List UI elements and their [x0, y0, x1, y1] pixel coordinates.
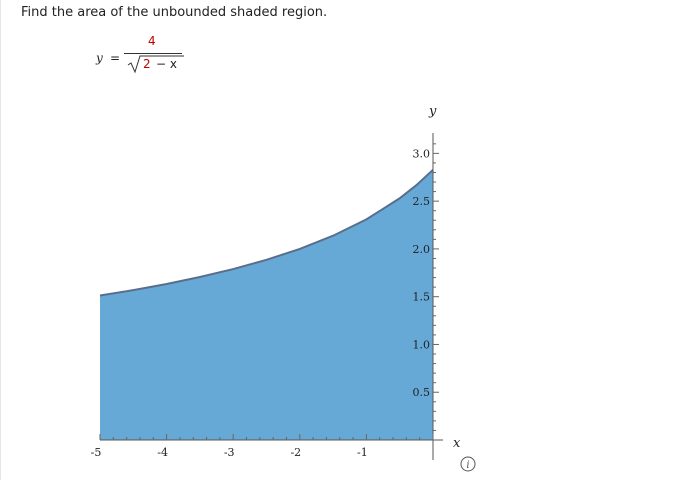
fraction-bar: [124, 53, 182, 54]
x-ticks: -5 -4 -3 -2 -1: [91, 434, 434, 459]
svg-text:i: i: [466, 460, 469, 471]
question-text: Find the area of the unbounded shaded re…: [21, 5, 328, 20]
radicand-rest: − x: [156, 57, 177, 71]
y-ticks: 0.5 1.0 1.5 2.0 2.5 3.0: [413, 143, 439, 431]
equation: y = 4 2 − x: [96, 34, 206, 78]
equation-numerator: 4: [148, 34, 156, 48]
y-tick-label: 0.5: [413, 386, 431, 399]
y-tick-label: 1.5: [413, 291, 431, 304]
left-border: [0, 0, 1, 480]
y-tick-label: 2.5: [413, 195, 431, 208]
radicand-number: 2: [143, 57, 151, 71]
info-icon[interactable]: i: [460, 456, 476, 472]
x-tick-label: -1: [357, 446, 368, 459]
equation-lhs: y: [96, 51, 103, 65]
function-curve: [99, 169, 434, 297]
y-axis-label: y: [428, 104, 437, 119]
y-tick-label: 3.0: [413, 147, 431, 160]
x-tick-label: -2: [290, 446, 301, 459]
x-tick-label: -3: [224, 446, 235, 459]
shaded-region: [100, 169, 433, 440]
x-tick-label: -4: [157, 446, 168, 459]
equation-equals: =: [110, 51, 121, 65]
x-axis-label: x: [453, 436, 461, 451]
x-tick-label: -5: [91, 446, 102, 459]
y-tick-label: 1.0: [413, 338, 431, 351]
area-plot: -5 -4 -3 -2 -1 0.5 1.0 1.5 2.0 2.5 3.0 x y: [91, 104, 461, 460]
radical-sign-icon: [127, 55, 184, 74]
y-tick-label: 2.0: [413, 243, 431, 256]
